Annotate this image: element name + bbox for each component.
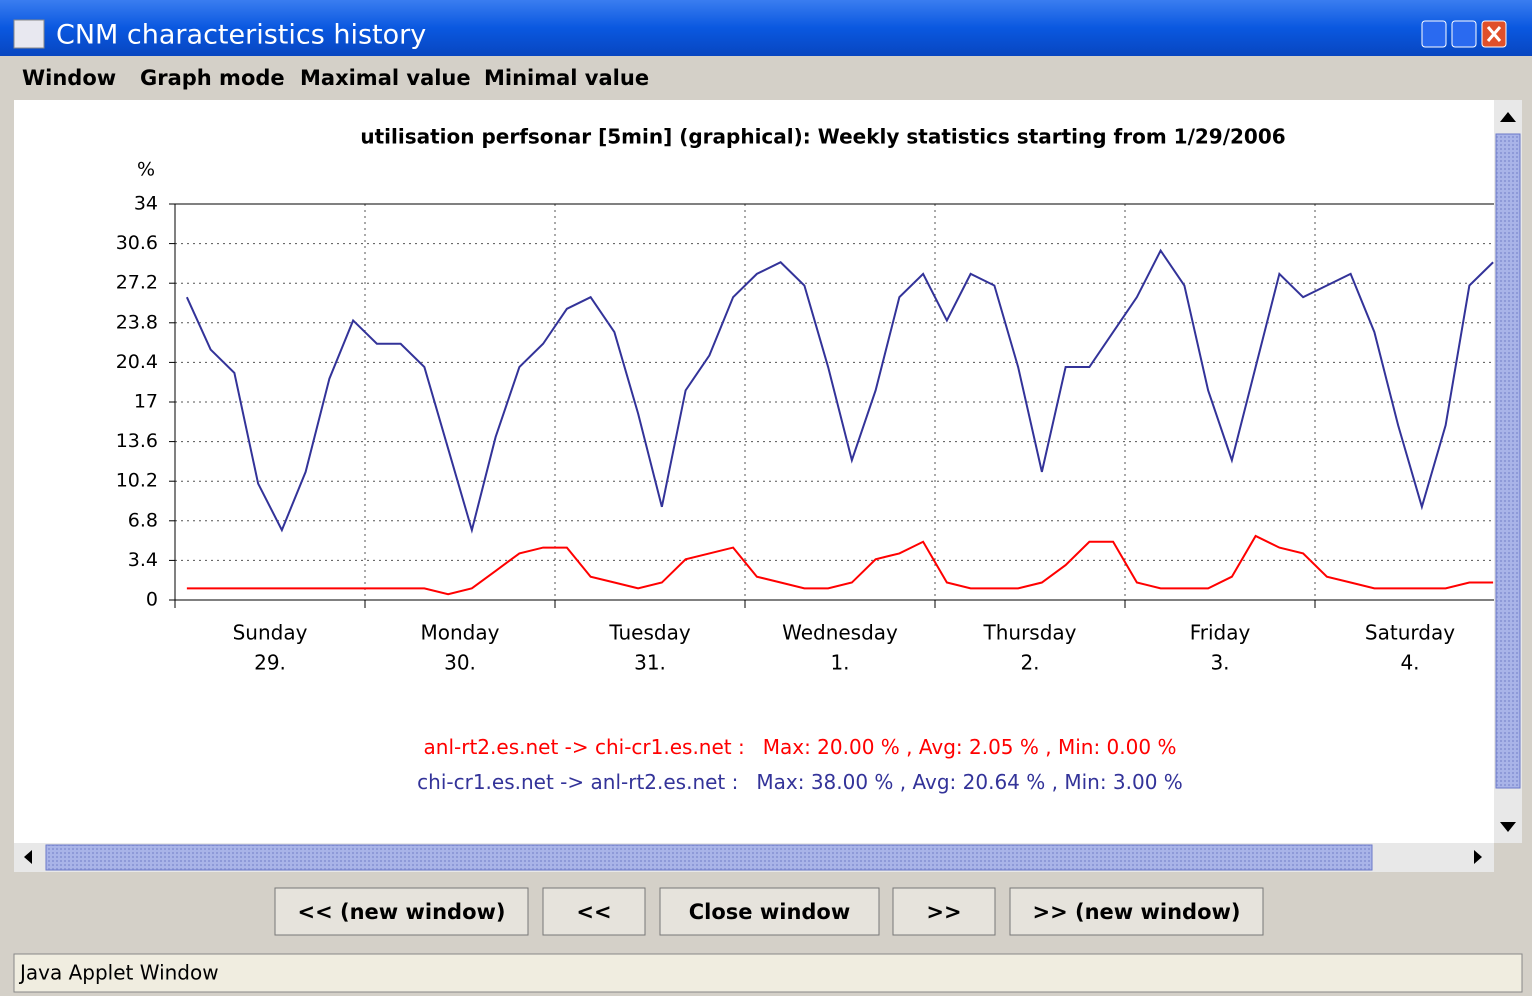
- menu-item[interactable]: Maximal value: [300, 66, 471, 90]
- status-bar: [13, 953, 1523, 993]
- h-scroll-thumb[interactable]: [45, 844, 1373, 871]
- y-tick-label: 6.8: [128, 509, 158, 531]
- legend-stats: Max: 20.00 % , Avg: 2.05 % , Min: 0.00 %: [763, 735, 1177, 759]
- y-tick-label: 30.6: [116, 232, 158, 254]
- y-axis-label: %: [137, 159, 155, 181]
- close-icon: [1486, 26, 1502, 42]
- x-tick-label: Saturday: [1365, 621, 1455, 645]
- menu-item[interactable]: Graph mode: [140, 66, 285, 90]
- menu-bar: [0, 56, 1532, 100]
- x-tick-date: 3.: [1210, 651, 1229, 675]
- x-tick-label: Thursday: [983, 621, 1077, 645]
- legend-name: anl-rt2.es.net -> chi-cr1.es.net :: [424, 735, 745, 759]
- y-tick-label: 27.2: [116, 272, 158, 294]
- y-tick-label: 10.2: [116, 470, 158, 492]
- button[interactable]: [274, 887, 529, 936]
- x-tick-date: 2.: [1020, 651, 1039, 675]
- button-label[interactable]: Close window: [689, 900, 851, 924]
- y-tick-label: 20.4: [116, 351, 158, 373]
- content-area: [14, 100, 1494, 843]
- y-tick-label: 3.4: [128, 549, 158, 571]
- x-tick-date: 4.: [1400, 651, 1419, 675]
- chart-title: utilisation perfsonar [5min] (graphical)…: [360, 125, 1285, 149]
- legend-stats: Max: 38.00 % , Avg: 20.64 % , Min: 3.00 …: [756, 770, 1182, 794]
- status-text: Java Applet Window: [18, 961, 219, 985]
- x-tick-date: 30.: [444, 651, 476, 675]
- menu-item[interactable]: Window: [22, 66, 116, 90]
- y-tick-label: 17: [134, 391, 158, 413]
- app-icon: [13, 19, 45, 49]
- button-label[interactable]: >>: [926, 900, 961, 924]
- button-label[interactable]: <<: [576, 900, 611, 924]
- legend-entry: anl-rt2.es.net -> chi-cr1.es.net : Max: 2…: [424, 735, 1177, 759]
- scroll-thumb[interactable]: [1495, 133, 1521, 789]
- button[interactable]: [892, 887, 996, 936]
- maximize-button[interactable]: [1451, 20, 1477, 48]
- x-tick-date: 29.: [254, 651, 286, 675]
- series-line: [186, 534, 1494, 596]
- title-bar: [0, 0, 1532, 56]
- button-label[interactable]: << (new window): [297, 900, 505, 924]
- legend-name: chi-cr1.es.net -> anl-rt2.es.net :: [417, 770, 738, 794]
- window-title: CNM characteristics history: [56, 20, 426, 51]
- x-tick-label: Wednesday: [782, 621, 898, 645]
- minimize-button[interactable]: [1421, 20, 1447, 48]
- y-tick-label: 13.6: [116, 430, 158, 452]
- x-tick-label: Friday: [1190, 621, 1251, 645]
- y-tick-label: 34: [134, 193, 158, 215]
- y-tick-label: 0: [146, 589, 158, 611]
- x-tick-label: Monday: [421, 621, 500, 645]
- x-tick-date: 31.: [634, 651, 666, 675]
- series-line: [185, 248, 1494, 534]
- x-tick-label: Sunday: [233, 621, 308, 645]
- button-label[interactable]: >> (new window): [1032, 900, 1240, 924]
- legend-entry: chi-cr1.es.net -> anl-rt2.es.net : Max: 3…: [417, 770, 1183, 794]
- x-tick-label: Tuesday: [608, 621, 691, 645]
- x-tick-date: 1.: [830, 651, 849, 675]
- button[interactable]: [542, 887, 646, 936]
- menu-item[interactable]: Minimal value: [484, 66, 649, 90]
- button[interactable]: [1009, 887, 1264, 936]
- button[interactable]: [659, 887, 880, 936]
- y-tick-label: 23.8: [116, 311, 158, 333]
